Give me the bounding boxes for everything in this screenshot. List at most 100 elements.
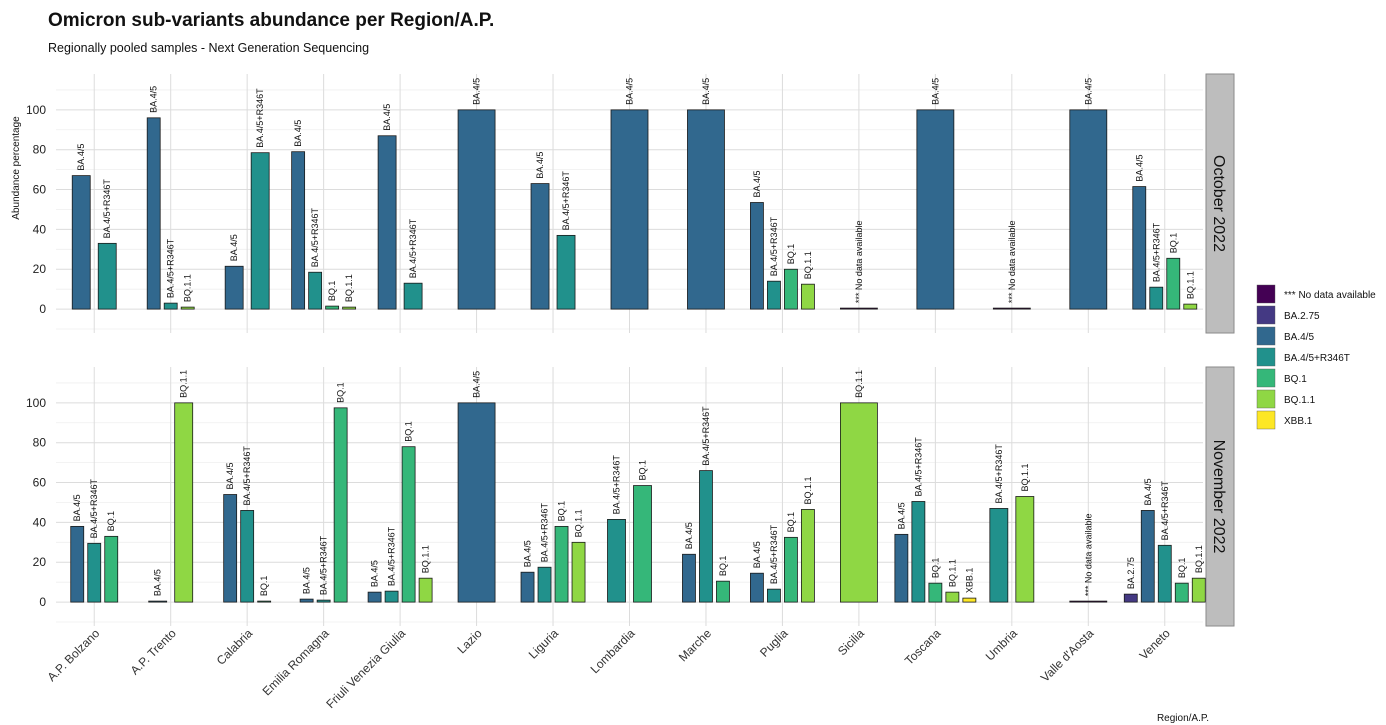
bar-toscana-ba-4-5: [916, 109, 955, 310]
bar-label: BA.4/5: [293, 120, 303, 147]
bar-liguria-ba-4-5: [530, 183, 550, 310]
y-tick-label: 40: [33, 222, 47, 236]
bar-label: BA.4/5: [382, 104, 392, 131]
bar-friuli-venezia-giulia-ba-4-5-r346t: [403, 282, 423, 310]
bar-label: BQ.1.1: [179, 370, 189, 398]
x-tick-label: Lazio: [455, 626, 485, 656]
bar-umbria-ba-4-5-r346t: [989, 508, 1009, 603]
x-tick-label: Liguria: [526, 626, 562, 662]
bar-toscana-ba-4-5-r346t: [911, 501, 926, 603]
bar-veneto-ba-2-75: [1123, 593, 1138, 603]
bar-veneto-bq-1: [1174, 582, 1189, 603]
bar-label: BA.4/5: [523, 540, 533, 567]
bar-label: BQ.1.1: [803, 476, 813, 504]
bar-a-p-bolzano-bq-1: [104, 535, 119, 603]
bar-label: BA.4/5: [752, 170, 762, 197]
bar-label: BA.4/5+R346T: [89, 479, 99, 539]
bar-toscana-xbb-1: [962, 597, 977, 603]
bar-marche-bq-1: [716, 580, 730, 603]
x-tick-label: A.P. Bolzano: [44, 626, 102, 684]
bar-label: BA.4/5: [535, 152, 545, 179]
bar-sicilia-no-data-available: [840, 307, 878, 310]
bar-label: BA.4/5+R346T: [387, 526, 397, 586]
bar-a-p-trento-ba-4-5-r346t: [163, 302, 178, 310]
bar-puglia-ba-4-5-r346t: [767, 588, 781, 603]
bar-toscana-ba-4-5: [894, 533, 909, 603]
bar-liguria-ba-4-5-r346t: [537, 566, 552, 603]
bar-label: BA.4/5: [701, 78, 711, 105]
x-tick-label: Marche: [676, 626, 714, 664]
bar-label: BA.4/5+R346T: [561, 171, 571, 231]
bar-label: BQ.1.1: [421, 545, 431, 573]
bar-calabria-bq-1: [257, 600, 272, 603]
bar-marche-ba-4-5: [682, 553, 696, 603]
bar-a-p-trento-bq-1-1: [180, 306, 195, 310]
bar-emilia-romagna-bq-1: [325, 305, 340, 310]
bar-label: BQ.1: [638, 460, 648, 481]
x-tick-label: Umbria: [983, 626, 1020, 663]
bar-friuli-venezia-giulia-bq-1: [401, 446, 416, 603]
bar-lombardia-bq-1: [633, 485, 652, 603]
legend-label: BA.4/5+R346T: [1284, 353, 1350, 364]
bar-a-p-trento-bq-1-1: [174, 402, 194, 603]
bar-label: BA.4/5: [930, 78, 940, 105]
bar-valle-d-aosta-no-data-available: [1069, 600, 1108, 603]
bar-veneto-ba-4-5-r346t: [1157, 544, 1172, 603]
bar-calabria-ba-4-5: [223, 494, 238, 603]
bar-puglia-ba-4-5: [750, 572, 764, 603]
bar-label: BA.4/5: [896, 502, 906, 529]
bar-veneto-bq-1: [1166, 257, 1181, 310]
bar-label: BQ.1: [404, 421, 414, 442]
bar-liguria-ba-4-5: [520, 571, 535, 603]
bar-umbria-bq-1-1: [1015, 496, 1035, 603]
bar-label: BA.4/5: [370, 560, 380, 587]
y-axis-label: Abundance percentage: [11, 116, 22, 220]
bar-label: BA.4/5: [1143, 478, 1153, 505]
bar-liguria-bq-1-1: [571, 541, 586, 603]
x-tick-label: Toscana: [902, 626, 944, 668]
bar-label: BA.4/5+R346T: [769, 216, 779, 276]
y-tick-label: 20: [33, 262, 47, 276]
bar-emilia-romagna-ba-4-5-r346t: [316, 599, 331, 603]
legend-label: BA.4/5: [1284, 332, 1314, 343]
facet-strip-label: October 2022: [1210, 155, 1227, 252]
bar-label: BQ.1.1: [344, 274, 354, 302]
x-tick-label: Puglia: [757, 626, 791, 660]
bar-label: BA.4/5+R346T: [242, 446, 252, 506]
bar-label: BA.4/5+R346T: [102, 179, 112, 239]
bar-label: BQ.1.1: [1020, 463, 1030, 491]
y-tick-label: 100: [26, 103, 46, 117]
legend-label: XBB.1: [1284, 416, 1313, 427]
bar-emilia-romagna-bq-1: [333, 407, 348, 603]
bar-label: BA.4/5+R346T: [1151, 222, 1161, 282]
legend: *** No data available BA.2.75 BA.4/5 BA.4/5…: [1256, 284, 1376, 430]
legend-swatch-bq-1-1: [1256, 389, 1276, 409]
bar-label: BA.4/5: [1083, 78, 1093, 105]
legend-swatch-bq-1: [1256, 368, 1276, 388]
bar-label: BA.4/5: [149, 86, 159, 113]
bar-label: BA.4/5+R346T: [319, 535, 329, 595]
bar-puglia-bq-1: [784, 536, 798, 603]
bar-label: BA.4/5+R346T: [913, 437, 923, 497]
bar-label: BQ.1.1: [947, 559, 957, 587]
bar-sicilia-bq-1-1: [840, 402, 878, 603]
bar-label: BA.4/5+R346T: [166, 238, 176, 298]
bar-label: BA.4/5: [225, 462, 235, 489]
facet-strip: [1205, 73, 1235, 334]
bar-label: BA.4/5: [684, 522, 694, 549]
bar-calabria-ba-4-5: [224, 265, 244, 310]
y-tick-label: 60: [33, 476, 47, 490]
bar-label: BQ.1: [106, 511, 116, 532]
bar-friuli-venezia-giulia-ba-4-5: [377, 135, 397, 310]
bar-lombardia-ba-4-5: [610, 109, 649, 310]
x-tick-label: Sicilia: [835, 626, 867, 658]
bar-liguria-ba-4-5-r346t: [556, 234, 576, 310]
bar-label: BQ.1: [1177, 558, 1187, 579]
facet-strip: [1205, 366, 1235, 627]
bar-label: BQ.1: [1168, 233, 1178, 254]
bar-liguria-bq-1: [554, 525, 569, 603]
bar-label: BA.4/5+R346T: [701, 406, 711, 466]
bar-lazio-ba-4-5: [457, 109, 496, 310]
plot-area: 0 20 40 60 80 100 BA.4/5 BA.4/5+R346T BA.4/5 BA.4…: [26, 73, 1235, 711]
bar-toscana-bq-1: [928, 582, 943, 603]
